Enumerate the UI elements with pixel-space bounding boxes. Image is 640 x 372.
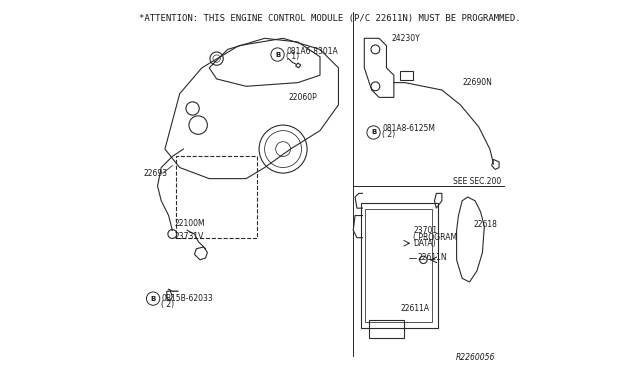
Text: ( 2): ( 2) — [161, 300, 174, 309]
Text: 0B15B-62033: 0B15B-62033 — [161, 294, 213, 303]
Text: 081A8-6125M: 081A8-6125M — [382, 124, 435, 133]
Text: 22618: 22618 — [473, 220, 497, 229]
Text: ( 1): ( 1) — [286, 52, 299, 61]
Text: *ATTENTION: THIS ENGINE CONTROL MODULE (P/C 22611N) MUST BE PROGRAMMED.: *ATTENTION: THIS ENGINE CONTROL MODULE (… — [139, 14, 521, 23]
Text: 22100M: 22100M — [174, 219, 205, 228]
Text: 22611A: 22611A — [401, 304, 429, 313]
Text: ( 2): ( 2) — [382, 130, 395, 139]
Text: 24230Y: 24230Y — [392, 34, 420, 43]
Text: B: B — [150, 296, 156, 302]
Text: 22611N: 22611N — [417, 253, 447, 263]
Text: 22690N: 22690N — [462, 78, 492, 87]
Text: 23701: 23701 — [413, 226, 438, 235]
Text: 23731V: 23731V — [174, 232, 204, 241]
Text: DATA): DATA) — [413, 240, 436, 248]
Text: SEE SEC.200: SEE SEC.200 — [453, 177, 501, 186]
Text: 081A6-8301A: 081A6-8301A — [286, 47, 338, 56]
Text: ( PROGRAM: ( PROGRAM — [413, 233, 458, 242]
Text: B: B — [275, 52, 280, 58]
Text: B: B — [371, 129, 376, 135]
Text: 22060P: 22060P — [289, 93, 317, 102]
Text: R2260056: R2260056 — [456, 353, 495, 362]
Text: 22693: 22693 — [144, 169, 168, 177]
